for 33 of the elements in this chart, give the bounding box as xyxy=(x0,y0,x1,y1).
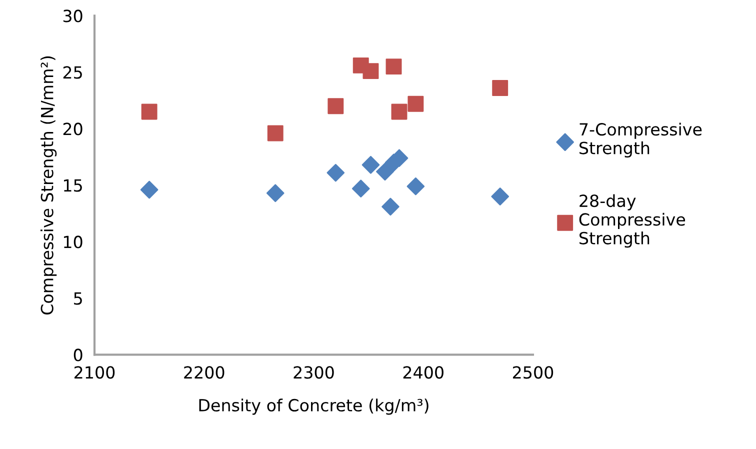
point xyxy=(267,125,284,142)
legend-label: 7-Compressive Strength xyxy=(580,122,702,158)
x-axis-title: Density of Concrete (kg/m³) xyxy=(199,398,428,415)
point xyxy=(491,188,510,206)
y-tick-label: 20 xyxy=(63,122,82,136)
y-tick-label: 30 xyxy=(63,10,82,22)
x-tick-label: 2400 xyxy=(403,366,444,379)
x-tick-label: 2200 xyxy=(184,366,224,379)
point xyxy=(362,156,380,174)
point xyxy=(408,96,424,112)
y-tick-label: 10 xyxy=(64,236,82,248)
y-axis-title: Compressive Strength (N/mm²) xyxy=(40,56,57,314)
point xyxy=(382,198,400,216)
point xyxy=(386,58,402,75)
y-tick-label: 15 xyxy=(64,179,82,192)
point xyxy=(352,180,370,198)
point xyxy=(376,162,394,181)
point xyxy=(141,104,158,120)
point xyxy=(391,104,408,120)
point xyxy=(326,164,345,182)
legend-label: 28-day Compressive Strength xyxy=(579,194,686,248)
y-tick-label: 0 xyxy=(74,348,82,362)
point xyxy=(492,80,508,96)
y-tick-label: 5 xyxy=(74,292,82,305)
point xyxy=(406,177,425,196)
x-tick-label: 2100 xyxy=(74,366,115,379)
point xyxy=(266,184,284,202)
point xyxy=(140,180,158,199)
point xyxy=(362,63,379,80)
x-tick-label: 2300 xyxy=(294,366,334,379)
point xyxy=(328,98,344,114)
y-tick-label: 25 xyxy=(63,66,82,79)
x-tick-label: 2500 xyxy=(512,366,554,379)
